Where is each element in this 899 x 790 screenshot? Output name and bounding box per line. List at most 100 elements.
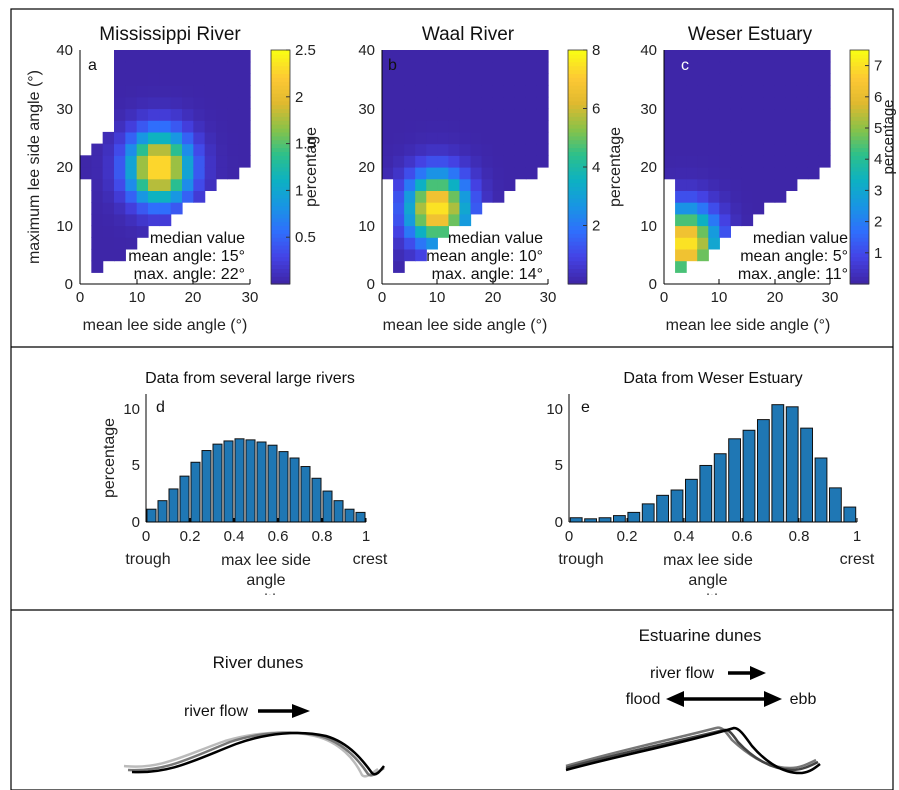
colorbar-segment — [850, 225, 869, 230]
river-dunes-title: River dunes — [213, 653, 304, 672]
heatmap-cell — [697, 131, 709, 145]
heatmap-cell — [170, 73, 183, 86]
heatmap-cell — [170, 131, 183, 145]
heatmap-cell — [170, 167, 183, 180]
colorbar-segment — [850, 245, 869, 250]
heatmap-cell — [393, 237, 405, 250]
colorbar-segment — [568, 241, 587, 246]
heatmap-cell — [697, 178, 709, 191]
x-tick-label: 30 — [242, 289, 259, 306]
heatmap-cell — [536, 73, 549, 86]
heatmap-cell — [741, 155, 754, 168]
heatmap-cell — [238, 96, 251, 110]
heatmap-cell — [470, 96, 483, 110]
heatmap-cell — [503, 120, 516, 133]
heatmap-cell — [437, 213, 449, 227]
heatmap-cell — [807, 108, 820, 121]
colorbar-segment — [271, 89, 290, 94]
heatmap-cell — [437, 96, 449, 110]
heatmap-cell — [159, 190, 172, 203]
heatmap-cell — [741, 213, 754, 227]
heatmap-cell — [114, 50, 126, 63]
heatmap-cell — [382, 143, 394, 156]
heatmap-cell — [216, 85, 228, 98]
heatmap-cell — [730, 167, 743, 180]
heatmap-cell — [697, 61, 709, 74]
heatmap-cell — [448, 96, 461, 110]
colorbar-segment — [271, 131, 290, 137]
colorbar-segment — [850, 77, 869, 82]
y-tick-label: 20 — [640, 159, 657, 176]
heatmap-cell — [470, 202, 483, 215]
colorbar-segment — [568, 225, 587, 230]
colorbar-segment — [271, 69, 290, 74]
heatmap-cell — [204, 108, 217, 121]
heatmap-cell — [415, 50, 427, 63]
heatmap-cell — [102, 178, 115, 191]
heatmap-cell — [503, 73, 516, 86]
heatmap-cell — [216, 50, 228, 63]
heatmap-cell — [448, 155, 461, 168]
colorbar-segment — [568, 57, 587, 63]
histogram-bar — [300, 466, 311, 523]
heatmap-cell — [193, 108, 206, 121]
heatmap-cell — [114, 96, 126, 110]
heatmap-cell — [503, 50, 516, 63]
heatmap-cell — [492, 190, 505, 203]
heatmap-cell — [404, 202, 416, 215]
heatmap-cell — [807, 85, 820, 98]
colorbar-tick-label: 1 — [874, 245, 882, 262]
heatmap-cell — [426, 108, 438, 121]
heatmap-cell — [148, 213, 160, 227]
heatmap-cell — [159, 96, 172, 110]
heatmap-cell — [807, 167, 820, 180]
colorbar-segment — [850, 163, 869, 168]
colorbar-segment — [568, 264, 587, 269]
colorbar-segment — [568, 186, 587, 191]
colorbar-segment — [568, 61, 587, 67]
heatmap-cell — [470, 178, 483, 191]
heatmap-cell — [426, 61, 438, 74]
heatmap-cell — [159, 167, 172, 180]
panel-a-title: Mississippi River — [99, 24, 241, 45]
heatmap-cell — [159, 143, 172, 156]
heatmap-cell — [675, 178, 687, 191]
heatmap-cell — [459, 202, 472, 215]
colorbar-segment — [271, 73, 290, 78]
panel-d-axes: 0 0.2 0.4 0.6 0.8 1 0 5 10 — [123, 394, 370, 545]
x-tick-label: 0.4 — [674, 528, 695, 545]
heatmap-cell — [536, 96, 549, 110]
colorbar-segment — [271, 155, 290, 160]
heatmap-cell — [404, 248, 416, 262]
heatmap-cell — [382, 155, 394, 168]
heatmap-cell — [216, 143, 228, 156]
heatmap-cell — [763, 120, 776, 133]
colorbar-segment — [568, 100, 587, 106]
panel-d: Data from several large rivers 0 0.2 0.4… — [101, 370, 388, 595]
heatmap-cell — [114, 73, 126, 86]
colorbar-segment — [850, 85, 869, 90]
heatmap-cell — [481, 155, 494, 168]
heatmap-cell — [675, 237, 687, 250]
y-tick-label: 10 — [546, 401, 563, 418]
heatmap-cell — [102, 225, 115, 238]
heatmap-cell — [664, 155, 676, 168]
colorbar-tick-label: 0.5 — [295, 229, 316, 246]
heatmap-cell — [136, 131, 149, 145]
colorbar-segment — [850, 61, 869, 67]
heatmap-cell — [763, 190, 776, 203]
heatmap-cell — [125, 108, 138, 121]
colorbar-segment — [850, 186, 869, 191]
heatmap-cell — [514, 73, 527, 86]
colorbar-segment — [850, 147, 869, 152]
heatmap-cell — [697, 73, 709, 86]
x-tick-label: 20 — [185, 289, 202, 306]
heatmap-cell — [80, 167, 92, 180]
heatmap-cell — [102, 131, 115, 145]
heatmap-cell — [114, 120, 126, 133]
panel-b-heatmap — [382, 50, 549, 273]
colorbar-segment — [850, 217, 869, 223]
heatmap-cell — [227, 143, 240, 156]
heatmap-cell — [170, 108, 183, 121]
heatmap-cell — [404, 85, 416, 98]
